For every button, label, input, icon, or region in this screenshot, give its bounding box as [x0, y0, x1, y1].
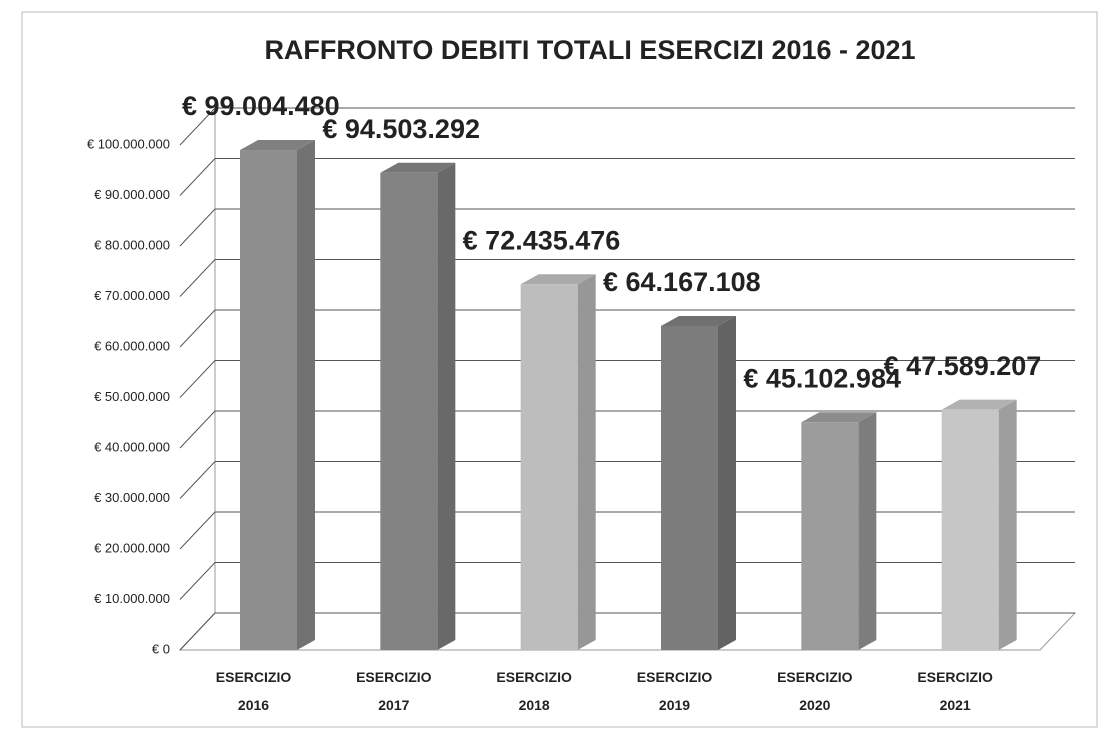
value-label: € 64.167.108	[603, 267, 761, 297]
y-tick-label: € 20.000.000	[94, 540, 170, 555]
grid-line	[179, 107, 1075, 146]
bar-top	[661, 315, 736, 326]
grid-line	[179, 360, 1075, 398]
bar-side	[297, 140, 315, 650]
bar-top	[380, 162, 456, 173]
y-tick-label: € 40.000.000	[94, 439, 170, 454]
bar-top	[941, 399, 1017, 410]
grid-line	[179, 511, 1075, 550]
bar	[240, 150, 297, 650]
bar-side	[577, 274, 596, 650]
bar	[380, 172, 438, 651]
y-tick-label: € 90.000.000	[94, 187, 170, 202]
bar	[661, 325, 718, 650]
grid-line	[179, 612, 1075, 651]
bar-side	[858, 412, 877, 650]
bar	[941, 409, 999, 650]
frame	[21, 11, 1098, 728]
x-tick-label: ESERCIZIO 2020	[777, 669, 853, 713]
x-tick-label: ESERCIZIO 2017	[356, 669, 432, 713]
x-tick-label: ESERCIZIO 2016	[215, 669, 292, 713]
grid-line	[179, 208, 1075, 247]
bar-top	[801, 412, 877, 423]
y-tick-label: € 60.000.000	[94, 338, 170, 353]
chart-title: RAFFRONTO DEBITI TOTALI ESERCIZI 2016 - …	[264, 35, 915, 65]
x-tick-label: ESERCIZIO 2021	[917, 669, 993, 713]
value-label: € 72.435.476	[463, 225, 621, 255]
bar-side	[437, 162, 456, 651]
y-tick-label: € 50.000.000	[94, 389, 170, 404]
grid-line	[179, 562, 1075, 600]
grid-line	[179, 309, 1075, 348]
y-tick-label: € 30.000.000	[94, 490, 170, 505]
bar	[801, 422, 859, 650]
y-tick-label: € 80.000.000	[94, 237, 170, 252]
bar-top	[240, 140, 315, 151]
y-tick-label: € 100.000.000	[87, 136, 170, 151]
value-label: € 47.589.207	[884, 351, 1042, 381]
y-tick-label: € 70.000.000	[94, 288, 170, 303]
grid-line	[179, 461, 1075, 499]
bar-top	[520, 274, 596, 285]
value-label: € 99.004.480	[182, 91, 340, 121]
grid-line	[179, 158, 1075, 196]
y-tick-label: € 0	[152, 641, 170, 656]
x-tick-label: ESERCIZIO 2019	[636, 669, 713, 713]
value-label: € 94.503.292	[322, 114, 480, 144]
y-tick-label: € 10.000.000	[94, 591, 170, 606]
grid-line	[179, 410, 1075, 449]
x-tick-label: ESERCIZIO 2018	[496, 669, 572, 713]
bar-side	[718, 315, 736, 650]
grid-line	[179, 259, 1075, 297]
bar-side	[998, 399, 1017, 650]
value-label: € 45.102.984	[743, 363, 901, 393]
bar	[520, 284, 578, 650]
